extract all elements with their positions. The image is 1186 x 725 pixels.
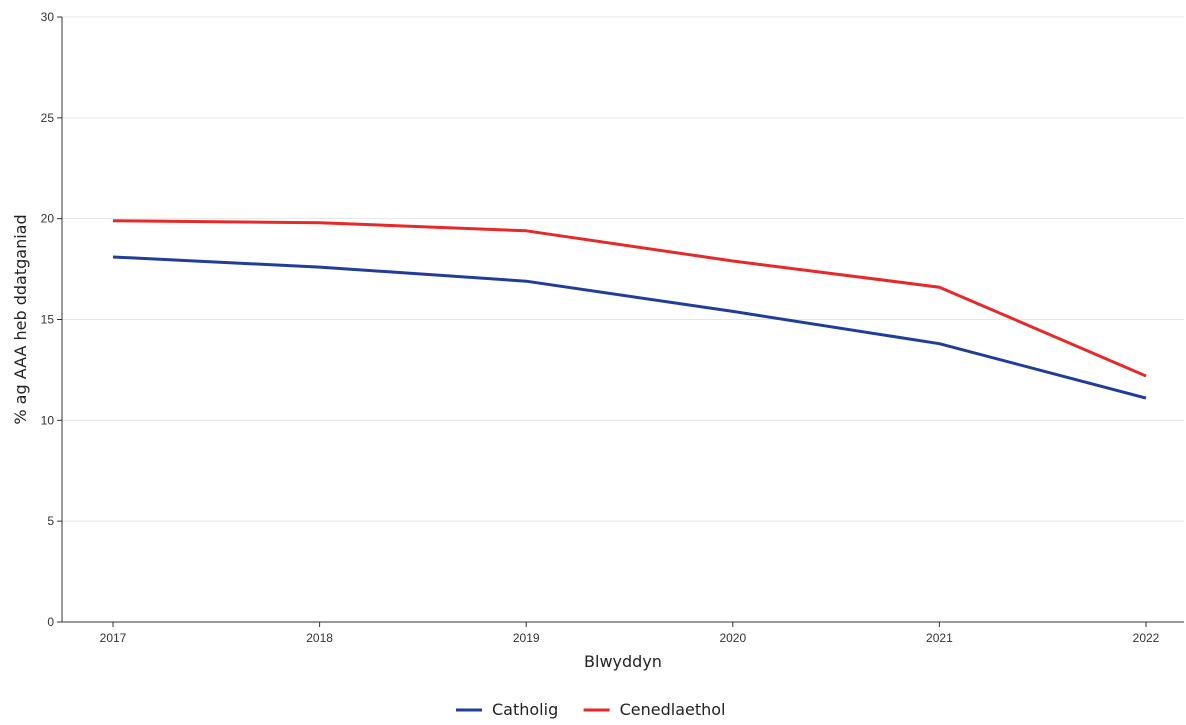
x-tick-label: 2020 [719, 631, 746, 645]
y-tick-label: 5 [47, 514, 54, 528]
x-tick-label: 2019 [513, 631, 540, 645]
y-tick-label: 0 [47, 615, 54, 629]
legend: Catholig Cenedlaethol [456, 700, 726, 719]
x-tick-label: 2021 [926, 631, 953, 645]
y-tick-label: 15 [41, 313, 55, 327]
x-tick-label: 2022 [1133, 631, 1160, 645]
series-line-cenedlaethol [112, 219, 1147, 378]
y-axis-ticks: 0 5 10 15 20 25 30 [41, 10, 62, 629]
legend-label: Cenedlaethol [620, 700, 726, 719]
y-tick-label: 30 [41, 10, 55, 24]
x-axis-title: Blwyddyn [584, 652, 662, 671]
y-tick-label: 10 [41, 413, 55, 427]
series-line-catholig [112, 255, 1147, 400]
legend-label: Catholig [492, 700, 558, 719]
x-tick-label: 2018 [306, 631, 333, 645]
gridlines [62, 16, 1184, 522]
y-tick-label: 20 [41, 212, 55, 226]
series-lines [112, 219, 1147, 400]
y-tick-label: 25 [41, 111, 55, 125]
x-tick-label: 2017 [100, 631, 127, 645]
x-axis-ticks: 2017 2018 2019 2020 2021 2022 [100, 622, 1160, 645]
y-axis-title: % ag AAA heb ddatganiad [11, 214, 30, 424]
